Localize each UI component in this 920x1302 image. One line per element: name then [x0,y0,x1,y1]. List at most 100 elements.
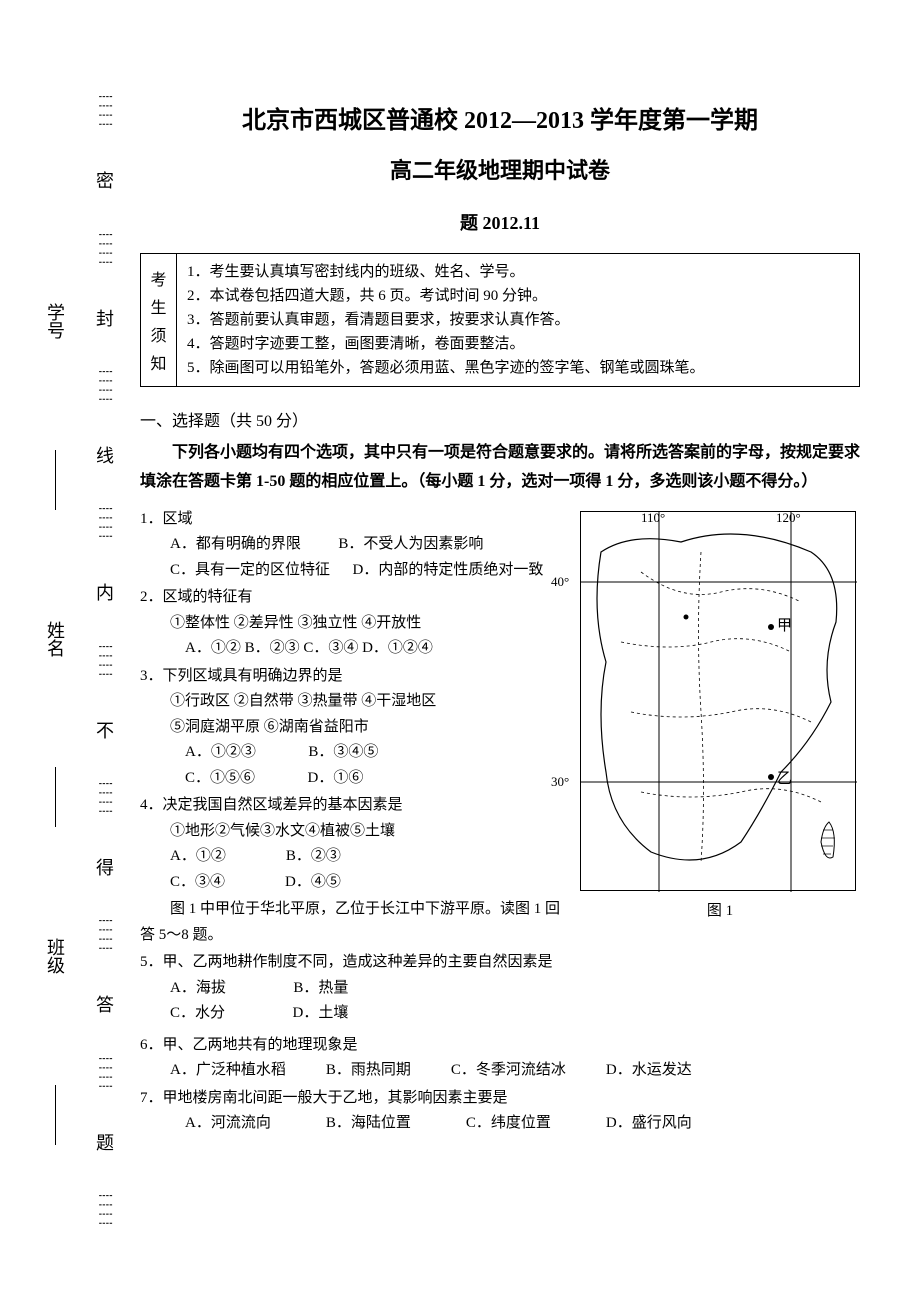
q4-optB: B．②③ [286,848,341,864]
xuehao-label: 学号 [42,303,68,339]
q7-optD: D．盛行风向 [606,1111,692,1137]
q1-stem: 1．区域 [140,507,570,533]
section-1-instruction: 下列各小题均有四个选项，其中只有一项是符合题意要求的。请将所选答案前的字母，按规… [140,439,860,497]
q3-optA: A．①②③ [185,744,256,760]
q3-opts-row2: C．①⑤⑥ D．①⑥ [140,766,570,792]
student-info-column: 学号 姓名 班级 [40,250,70,1202]
section-1-head: 一、选择题（共 50 分） [140,407,860,431]
subtitle: 题 2012.11 [140,209,860,235]
q5-opts-row2: C．水分 D．土壤 [140,1001,570,1027]
q4: 4．决定我国自然区域差异的基本因素是 ①地形②气候③水文④植被⑤土壤 A．①② … [140,793,570,895]
notice-item: 2．本试卷包括四道大题，共 6 页。考试时间 90 分钟。 [187,284,849,308]
q5-optA: A．海拔 [170,980,226,996]
notice-box: 考 生 须 知 1．考生要认真填写密封线内的班级、姓名、学号。 2．本试卷包括四… [140,253,860,387]
q4-opts-row2: C．③④ D．④⑤ [140,870,570,896]
seal-char: 内 [96,579,114,605]
notice-item: 5．除画图可以用铅笔外，答题必须用蓝、黑色字迹的签字笔、钢笔或圆珠笔。 [187,356,849,380]
notice-item: 1．考生要认真填写密封线内的班级、姓名、学号。 [187,260,849,284]
q6-optB: B．雨热同期 [326,1058,411,1084]
q3-opts-row1: A．①②③ B．③④⑤ [140,740,570,766]
dash-segment: ┊┊┊┊ [98,747,113,850]
banji-line [55,1085,56,1145]
sealing-line: ┊┊┊┊ 密 ┊┊┊┊ 封 ┊┊┊┊ 线 ┊┊┊┊ 内 ┊┊┊┊ 不 ┊┊┊┊ … [90,60,120,1262]
figure-1-caption: 图 1 [580,899,860,920]
dash-segment: ┊┊┊┊ [98,472,113,575]
q5-opts-row1: A．海拔 B．热量 [140,976,570,1002]
intro-5-8: 图 1 中甲位于华北平原，乙位于长江中下游平原。读图 1 回答 5～8 题。 [140,897,570,948]
q5: 5．甲、乙两地耕作制度不同，造成这种差异的主要自然因素是 A．海拔 B．热量 C… [140,950,570,1027]
notice-content: 1．考生要认真填写密封线内的班级、姓名、学号。 2．本试卷包括四道大题，共 6 … [177,254,859,386]
q4-opts-row1: A．①② B．②③ [140,844,570,870]
dash-segment: ┊┊┊┊ [98,197,113,300]
q1-opts2: C．具有一定的区位特征 D．内部的特定性质绝对一致 [140,558,570,584]
notice-label-char: 须 [150,322,166,346]
q7-optB: B．海陆位置 [326,1111,411,1137]
q7-opts: A．河流流向 B．海陆位置 C．纬度位置 D．盛行风向 [140,1111,860,1137]
lat-40-label: 40° [551,574,569,590]
seal-char: 答 [96,991,114,1017]
q3-optC: C．①⑤⑥ [185,770,255,786]
lon-110-label: 110° [641,510,665,526]
q3-stem: 3．下列区域具有明确边界的是 [140,664,570,690]
q2-sub: ①整体性 ②差异性 ③独立性 ④开放性 [140,611,570,637]
dash-segment: ┊┊┊┊ [98,60,113,163]
q3-sub2: ⑤洞庭湖平原 ⑥湖南省益阳市 [140,715,570,741]
q3-sub1: ①行政区 ②自然带 ③热量带 ④干湿地区 [140,689,570,715]
q5-stem: 5．甲、乙两地耕作制度不同，造成这种差异的主要自然因素是 [140,950,570,976]
q6-optD: D．水运发达 [606,1058,692,1084]
xingming-line [55,767,56,827]
q7: 7．甲地楼房南北间距一般大于乙地，其影响因素主要是 A．河流流向 B．海陆位置 … [140,1086,860,1137]
lower-questions: 6．甲、乙两地共有的地理现象是 A．广泛种植水稻 B．雨热同期 C．冬季河流结冰… [140,1033,860,1137]
q2-opts: A．①② B．②③ C．③④ D．①②④ [140,636,570,662]
q7-stem: 7．甲地楼房南北间距一般大于乙地，其影响因素主要是 [140,1086,860,1112]
figure-1-box: 110° 120° 40° 30° 甲 乙 图 1 [580,507,860,1029]
q1-optC: C．具有一定的区位特征 [170,562,330,578]
q2-stem: 2．区域的特征有 [140,585,570,611]
jia-label: 甲 [777,614,792,635]
q5-optC: C．水分 [170,1005,225,1021]
q6-optC: C．冬季河流结冰 [451,1058,566,1084]
page-title-1: 北京市西城区普通校 2012—2013 学年度第一学期 [140,100,860,135]
seal-char: 密 [96,167,114,193]
q6-opts: A．广泛种植水稻 B．雨热同期 C．冬季河流结冰 D．水运发达 [140,1058,860,1084]
dash-segment: ┊┊┊┊ [98,335,113,438]
q6-stem: 6．甲、乙两地共有的地理现象是 [140,1033,860,1059]
map-figure: 110° 120° 40° 30° 甲 乙 [580,511,856,891]
page-title-2: 高二年级地理期中试卷 [140,153,860,185]
q5-optB: B．热量 [293,980,348,996]
q4-sub: ①地形②气候③水文④植被⑤土壤 [140,819,570,845]
q6-optA: A．广泛种植水稻 [170,1058,286,1084]
questions-col: 1．区域 A．都有明确的界限 B．不受人为因素影响 C．具有一定的区位特征 D．… [140,507,570,1029]
q3: 3．下列区域具有明确边界的是 ①行政区 ②自然带 ③热量带 ④干湿地区 ⑤洞庭湖… [140,664,570,792]
q3-optD: D．①⑥ [308,770,364,786]
intro-5-8-text: 图 1 中甲位于华北平原，乙位于长江中下游平原。读图 1 回答 5～8 题。 [140,901,560,943]
q1-optB: B．不受人为因素影响 [338,536,483,552]
q7-optA: A．河流流向 [185,1111,271,1137]
dash-segment: ┊┊┊┊ [98,884,113,987]
q4-optD: D．④⑤ [285,874,341,890]
dash-segment: ┊┊┊┊ [98,609,113,712]
q3-optB: B．③④⑤ [308,744,378,760]
q2: 2．区域的特征有 ①整体性 ②差异性 ③独立性 ④开放性 A．①② B．②③ C… [140,585,570,662]
seal-char: 题 [96,1129,114,1155]
lon-120-label: 120° [776,510,801,526]
content-row: 1．区域 A．都有明确的界限 B．不受人为因素影响 C．具有一定的区位特征 D．… [140,507,860,1029]
q1-optA: A．都有明确的界限 [170,536,301,552]
q4-optC: C．③④ [170,874,225,890]
q6: 6．甲、乙两地共有的地理现象是 A．广泛种植水稻 B．雨热同期 C．冬季河流结冰… [140,1033,860,1084]
map-svg [581,512,857,892]
banji-label: 班级 [42,938,68,974]
dash-segment: ┊┊┊┊ [98,1021,113,1124]
dash-segment: ┊┊┊┊ [98,1159,113,1262]
q4-stem: 4．决定我国自然区域差异的基本因素是 [140,793,570,819]
notice-item: 3．答题前要认真审题，看清题目要求，按要求认真作答。 [187,308,849,332]
xingming-label: 姓名 [42,621,68,657]
notice-label-char: 知 [150,350,166,374]
notice-label-col: 考 生 须 知 [141,254,177,386]
seal-char: 得 [96,854,114,880]
q1-optD: D．内部的特定性质绝对一致 [353,562,544,578]
xuehao-line [55,450,56,510]
seal-char: 不 [96,717,114,743]
notice-item: 4．答题时字迹要工整，画图要清晰，卷面要整洁。 [187,332,849,356]
lat-30-label: 30° [551,774,569,790]
